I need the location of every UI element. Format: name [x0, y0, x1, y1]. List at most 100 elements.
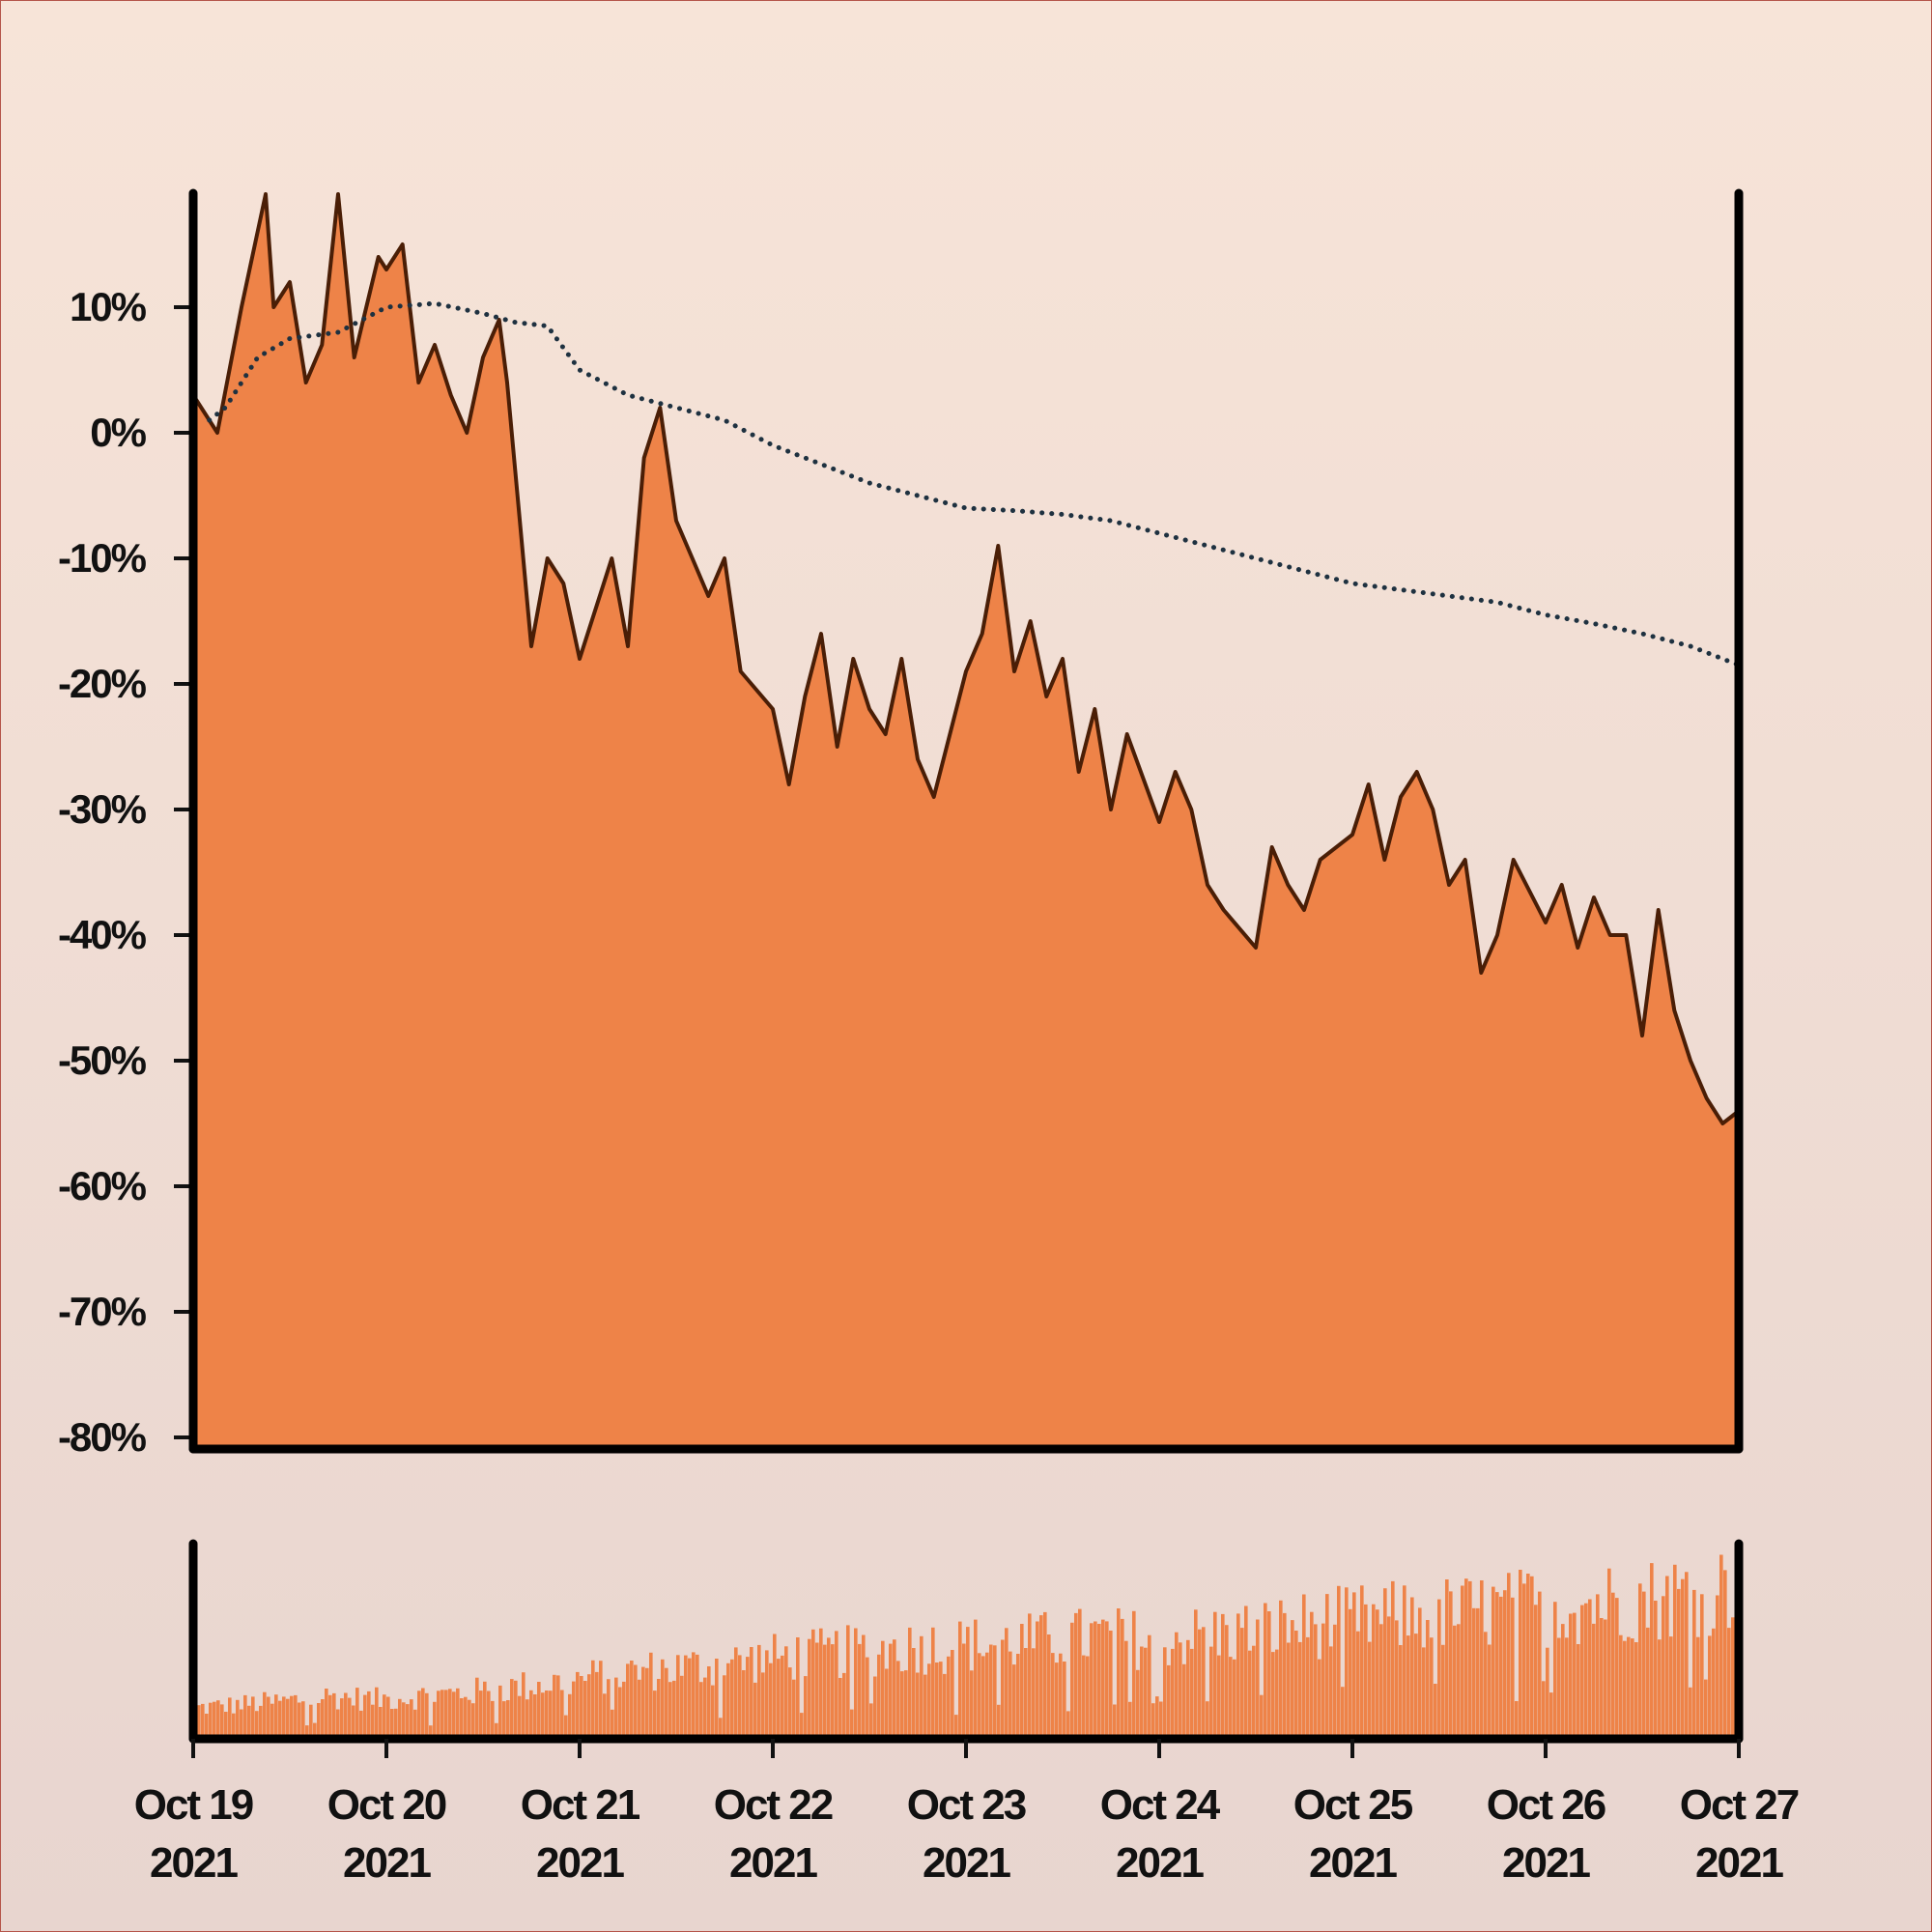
volume-bar — [672, 1680, 676, 1739]
volume-bar — [216, 1700, 220, 1739]
y-tick-label: -60% — [58, 1163, 147, 1208]
volume-bar — [572, 1681, 576, 1739]
volume-bar — [1372, 1604, 1376, 1739]
volume-bar — [1677, 1588, 1681, 1739]
volume-bar — [676, 1655, 680, 1739]
volume-bar — [1360, 1585, 1364, 1739]
y-tick-label: -10% — [58, 535, 147, 581]
volume-bar — [479, 1690, 483, 1739]
volume-bar — [923, 1674, 927, 1739]
volume-bar — [1634, 1642, 1638, 1739]
volume-bar — [475, 1677, 479, 1739]
volume-bar — [498, 1685, 502, 1739]
volume-bar — [425, 1692, 429, 1739]
volume-bar — [1321, 1623, 1325, 1739]
volume-bar — [711, 1685, 715, 1739]
volume-bar — [1287, 1642, 1291, 1739]
volume-bar — [842, 1672, 846, 1739]
volume-bar — [576, 1671, 580, 1739]
volume-bar — [1356, 1631, 1360, 1739]
volume-bar — [1318, 1659, 1321, 1739]
volume-bar — [1070, 1622, 1074, 1739]
volume-bar — [375, 1687, 379, 1739]
volume-bar — [765, 1650, 769, 1739]
volume-bar — [939, 1662, 943, 1739]
volume-bar — [599, 1661, 603, 1739]
volume-bar — [1271, 1652, 1275, 1739]
volume-bar — [1349, 1608, 1352, 1739]
x-tick-label-year: 2021 — [1502, 1839, 1590, 1887]
volume-bar — [537, 1682, 541, 1739]
y-tick-label: -70% — [58, 1289, 147, 1334]
volume-bar — [753, 1682, 757, 1739]
volume-bar — [332, 1692, 336, 1739]
volume-bar — [811, 1629, 815, 1739]
volume-bar — [325, 1689, 328, 1739]
volume-bar — [1665, 1576, 1669, 1739]
volume-bar — [641, 1666, 645, 1739]
volume-bar — [1302, 1594, 1306, 1739]
volume-bar — [564, 1715, 568, 1739]
volume-bar — [1557, 1637, 1561, 1739]
volume-bar — [634, 1664, 638, 1739]
volume-bar — [1449, 1591, 1453, 1739]
volume-bar — [1476, 1607, 1480, 1739]
volume-bar — [1279, 1600, 1283, 1739]
volume-bar — [1105, 1621, 1109, 1739]
y-tick-label: -40% — [58, 912, 147, 957]
volume-bar — [1182, 1663, 1186, 1739]
volume-bar — [1553, 1602, 1557, 1739]
volume-bar — [1719, 1554, 1723, 1739]
volume-bar — [1009, 1651, 1012, 1739]
volume-bar — [1155, 1696, 1159, 1739]
volume-bar — [904, 1670, 908, 1739]
volume-bar — [464, 1696, 468, 1739]
volume-bar — [1144, 1647, 1148, 1739]
volume-bar — [1252, 1645, 1256, 1739]
volume-bar — [1615, 1598, 1619, 1739]
x-tick-label-date: Oct 25 — [1293, 1781, 1413, 1829]
volume-bar — [761, 1672, 765, 1739]
volume-bar — [367, 1690, 371, 1739]
volume-bar — [259, 1705, 263, 1739]
volume-bar — [1437, 1599, 1441, 1739]
volume-bar — [251, 1696, 255, 1739]
volume-bar — [958, 1621, 962, 1739]
volume-bar — [549, 1690, 553, 1739]
x-tick-label-year: 2021 — [536, 1839, 624, 1887]
volume-bar — [1716, 1595, 1719, 1739]
volume-bar — [626, 1663, 630, 1739]
x-tick-label-date: Oct 19 — [134, 1781, 253, 1829]
volume-bar — [363, 1694, 367, 1739]
volume-bar — [819, 1628, 823, 1739]
volume-bar — [1117, 1608, 1121, 1739]
volume-bar — [622, 1681, 626, 1739]
volume-bar — [1650, 1563, 1654, 1739]
volume-bar — [680, 1675, 684, 1739]
volume-bar — [997, 1704, 1001, 1739]
volume-bar — [1283, 1612, 1287, 1739]
volume-bar — [1063, 1662, 1066, 1739]
volume-bar — [224, 1712, 228, 1739]
volume-bar — [529, 1690, 533, 1739]
volume-bar — [808, 1638, 811, 1739]
volume-bar — [1225, 1625, 1229, 1739]
volume-bar — [1642, 1591, 1646, 1739]
volume-bar — [912, 1648, 916, 1739]
volume-bar — [889, 1643, 893, 1739]
volume-bar — [614, 1677, 618, 1739]
volume-bar — [893, 1639, 896, 1739]
volume-bar — [1658, 1639, 1662, 1739]
volume-bar — [328, 1694, 332, 1739]
volume-bar — [866, 1657, 869, 1739]
volume-bar — [317, 1703, 321, 1739]
volume-bar — [1128, 1701, 1132, 1739]
volume-bar — [730, 1659, 734, 1739]
volume-bar — [421, 1688, 425, 1739]
volume-bar — [1480, 1580, 1484, 1739]
volume-bar — [394, 1708, 398, 1739]
volume-bar — [580, 1676, 583, 1739]
volume-bar — [1515, 1701, 1519, 1739]
volume-bar — [1600, 1618, 1604, 1739]
volume-bar — [935, 1662, 939, 1739]
